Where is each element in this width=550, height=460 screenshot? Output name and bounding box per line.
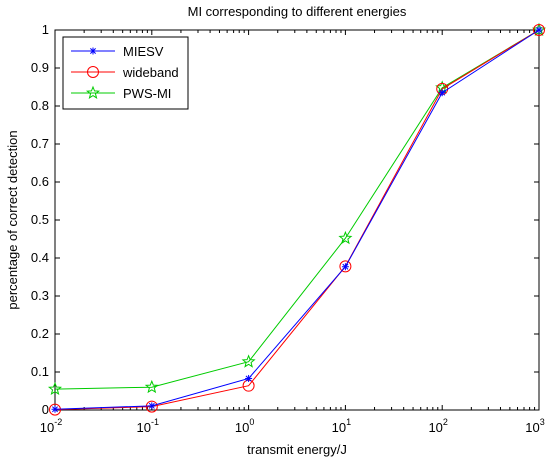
data-point: [241, 354, 256, 368]
data-point: [533, 24, 545, 36]
legend-item: PWS-MI: [71, 85, 171, 101]
y-tick-label: 0.8: [31, 98, 49, 113]
data-point: [144, 379, 159, 394]
data-point: [51, 405, 59, 413]
x-tick-base: 10: [428, 420, 442, 435]
x-ticks: 10-2 10-1 100 101 102 103: [40, 30, 545, 435]
data-point: [47, 381, 63, 396]
legend: MIESV wideband PWS-MI: [62, 36, 189, 110]
data-point: [339, 260, 352, 273]
series-line: [54, 29, 540, 390]
y-axis-title: percentage of correct detection: [5, 130, 20, 309]
x-tick-base: 10: [525, 420, 539, 435]
x-tick-label: 10-1: [137, 417, 159, 435]
x-tick-base: 10: [235, 420, 249, 435]
legend-label: wideband: [122, 65, 179, 80]
x-tick-base: 10: [332, 420, 346, 435]
x-tick-base: 10: [40, 420, 54, 435]
y-tick-label: 0.9: [31, 60, 49, 75]
y-tick-label: 0.2: [31, 326, 49, 341]
legend-box: [62, 36, 189, 110]
data-point: [245, 374, 253, 382]
x-tick-label: 100: [235, 417, 254, 435]
y-tick-label: 0: [42, 402, 49, 417]
y-tick-label: 0.3: [31, 288, 49, 303]
x-axis-title: transmit energy/J: [247, 442, 347, 457]
x-tick-label: 10-2: [40, 417, 62, 435]
x-tick-exponent: 2: [443, 417, 448, 427]
series-line: [54, 29, 540, 411]
y-tick-label: 0.4: [31, 250, 49, 265]
y-tick-label: 0.7: [31, 136, 49, 151]
series-line: [54, 29, 540, 410]
x-tick-exponent: 0: [249, 417, 254, 427]
legend-label: MIESV: [123, 44, 164, 59]
x-tick-exponent: -1: [151, 417, 159, 427]
x-tick-label: 101: [332, 417, 351, 435]
legend-item: MIESV: [71, 44, 164, 59]
y-tick-label: 1: [42, 22, 49, 37]
series-miesv: [51, 26, 543, 413]
data-point: [341, 263, 349, 271]
chart-title: MI corresponding to different energies: [188, 4, 407, 19]
x-tick-exponent: 1: [346, 417, 351, 427]
data-point: [438, 89, 446, 97]
legend-label: PWS-MI: [123, 86, 171, 101]
series-layer: [47, 22, 547, 416]
data-point: [148, 402, 156, 410]
y-tick-label: 0.5: [31, 212, 49, 227]
legend-marker: [89, 47, 97, 55]
x-tick-label: 103: [525, 417, 544, 435]
x-tick-label: 102: [428, 417, 447, 435]
data-point: [535, 26, 543, 34]
legend-marker: [85, 85, 101, 99]
x-tick-exponent: 3: [540, 417, 545, 427]
x-tick-exponent: -2: [54, 417, 62, 427]
y-ticks: 0 0.1 0.2 0.3 0.4 0.5 0.6 0.7 0.8 0.9 1: [31, 22, 539, 417]
data-point: [145, 400, 158, 413]
legend-marker: [87, 66, 99, 78]
data-point: [49, 403, 61, 416]
data-point: [338, 230, 353, 245]
x-tick-base: 10: [137, 420, 151, 435]
y-tick-label: 0.6: [31, 174, 49, 189]
legend-item: wideband: [71, 65, 179, 80]
y-tick-label: 0.1: [31, 364, 49, 379]
